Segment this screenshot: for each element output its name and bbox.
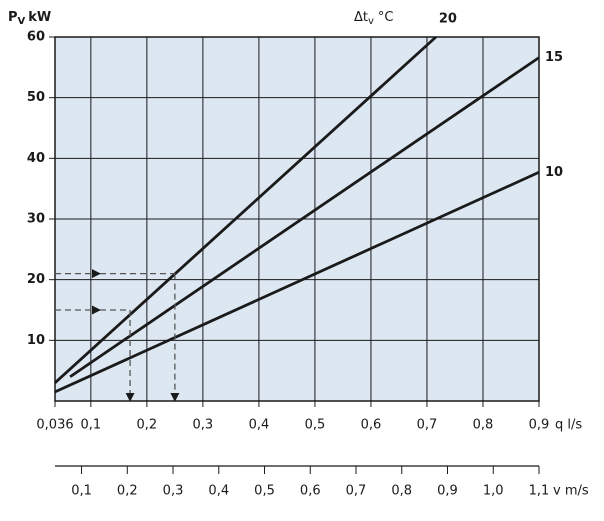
y-tick-label: 20 <box>27 272 45 287</box>
y-tick-label: 10 <box>27 333 45 348</box>
x-tick-label: 0,7 <box>417 418 438 433</box>
legend-title-unit: °C <box>378 10 394 25</box>
y-label-subscript: V <box>18 16 26 27</box>
legend-title-subscript: v <box>368 16 374 27</box>
y-tick-label: 60 <box>27 30 45 45</box>
y-axis-label: PV kW <box>8 10 51 28</box>
secondary-x-tick-label: 0,9 <box>437 484 458 499</box>
legend-title-symbol: Δt <box>354 10 368 25</box>
x-tick-label: 0,2 <box>137 418 158 433</box>
x-tick-label: 0,9 <box>529 418 550 433</box>
x-tick-label: 0,1 <box>81 418 102 433</box>
y-tick-label: 30 <box>27 212 45 227</box>
y-label-symbol: P <box>8 10 18 25</box>
secondary-x-tick-label: 0,4 <box>208 484 229 499</box>
series-line <box>54 35 437 384</box>
plot-frame <box>54 36 540 402</box>
y-tick-label: 40 <box>27 151 45 166</box>
x-axis-label: q l/s <box>555 418 582 433</box>
x-tick-label: 0,3 <box>193 418 214 433</box>
series-label: 20 <box>439 12 457 27</box>
series-label: 10 <box>545 165 563 180</box>
secondary-x-tick-label: 0,7 <box>346 484 367 499</box>
secondary-x-tick-label: 0,6 <box>300 484 321 499</box>
secondary-x-tick-label: 0,8 <box>391 484 412 499</box>
x-tick-label: 0,6 <box>361 418 382 433</box>
series-line <box>69 56 540 378</box>
x-tick-label: 0,8 <box>473 418 494 433</box>
secondary-x-tick-label: 0,1 <box>71 484 92 499</box>
x-tick-label: 0,4 <box>249 418 270 433</box>
secondary-axis-label: v m/s <box>553 484 589 499</box>
x-tick-label: 0,5 <box>305 418 326 433</box>
series-line <box>54 171 540 394</box>
secondary-x-tick-label: 1,0 <box>483 484 504 499</box>
y-label-unit: kW <box>28 10 51 25</box>
secondary-x-tick-label: 0,5 <box>254 484 275 499</box>
secondary-x-tick-label: 1,1 <box>529 484 550 499</box>
x-tick-label: 0,036 <box>36 418 73 433</box>
y-tick-label: 50 <box>27 90 45 105</box>
legend-title: Δtv °C <box>354 10 394 28</box>
secondary-x-tick-label: 0,2 <box>117 484 138 499</box>
series-label: 15 <box>545 50 563 65</box>
secondary-x-tick-label: 0,3 <box>163 484 184 499</box>
